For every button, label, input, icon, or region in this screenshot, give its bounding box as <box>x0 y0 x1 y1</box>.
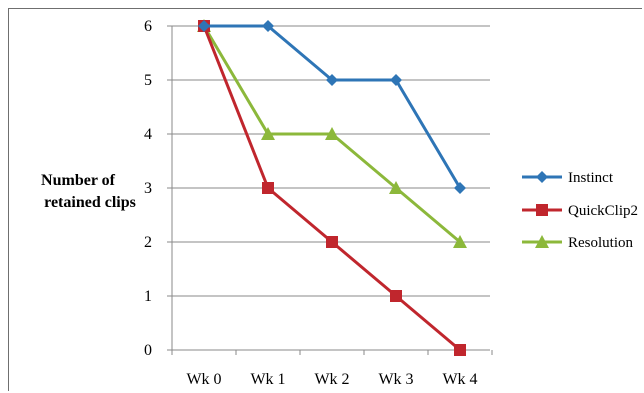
data-point <box>454 182 466 194</box>
legend-label: Instinct <box>568 170 614 186</box>
data-point <box>453 235 467 248</box>
y-tick-label: 1 <box>144 288 152 305</box>
series-line <box>204 24 462 189</box>
axes <box>167 25 493 355</box>
legend-item-resolution: Resolution <box>522 235 634 251</box>
legend-marker <box>536 204 548 216</box>
y-tick-labels: 0 1 2 3 4 5 6 <box>144 18 152 359</box>
y-tick-label: 2 <box>144 234 152 251</box>
data-point <box>389 181 403 194</box>
y-tick-label: 0 <box>144 342 152 359</box>
legend-label: Resolution <box>568 235 634 251</box>
x-tick-label: Wk 3 <box>378 371 413 388</box>
y-tick-label: 4 <box>144 126 152 143</box>
data-point <box>390 290 402 302</box>
x-tick-label: Wk 0 <box>186 371 221 388</box>
data-point <box>326 236 338 248</box>
legend-item-quickclip2: QuickClip2 <box>522 203 638 219</box>
y-axis-label-line2: retained clips <box>44 194 136 211</box>
y-tick-label: 3 <box>144 180 152 197</box>
data-point <box>262 20 274 32</box>
data-point <box>325 127 339 140</box>
data-point <box>262 182 274 194</box>
x-tick-label: Wk 4 <box>442 371 477 388</box>
y-tick-label: 6 <box>144 18 152 35</box>
legend-item-instinct: Instinct <box>522 170 614 186</box>
legend-marker <box>536 171 548 183</box>
data-point <box>261 127 275 140</box>
y-tick-label: 5 <box>144 72 152 89</box>
legend-marker <box>535 235 549 248</box>
x-tick-label: Wk 2 <box>314 371 349 388</box>
series-instinct <box>198 20 466 194</box>
series-group <box>197 19 467 356</box>
data-point <box>454 344 466 356</box>
legend: Instinct QuickClip2 Resolution <box>522 170 638 251</box>
data-point <box>326 74 338 86</box>
data-point <box>198 20 210 32</box>
x-tick-labels: Wk 0 Wk 1 Wk 2 Wk 3 Wk 4 <box>186 371 477 388</box>
chart-frame <box>8 8 642 391</box>
x-tick-label: Wk 1 <box>250 371 285 388</box>
data-point <box>390 74 402 86</box>
y-axis-label-line1: Number of <box>41 172 116 189</box>
legend-label: QuickClip2 <box>568 203 638 219</box>
